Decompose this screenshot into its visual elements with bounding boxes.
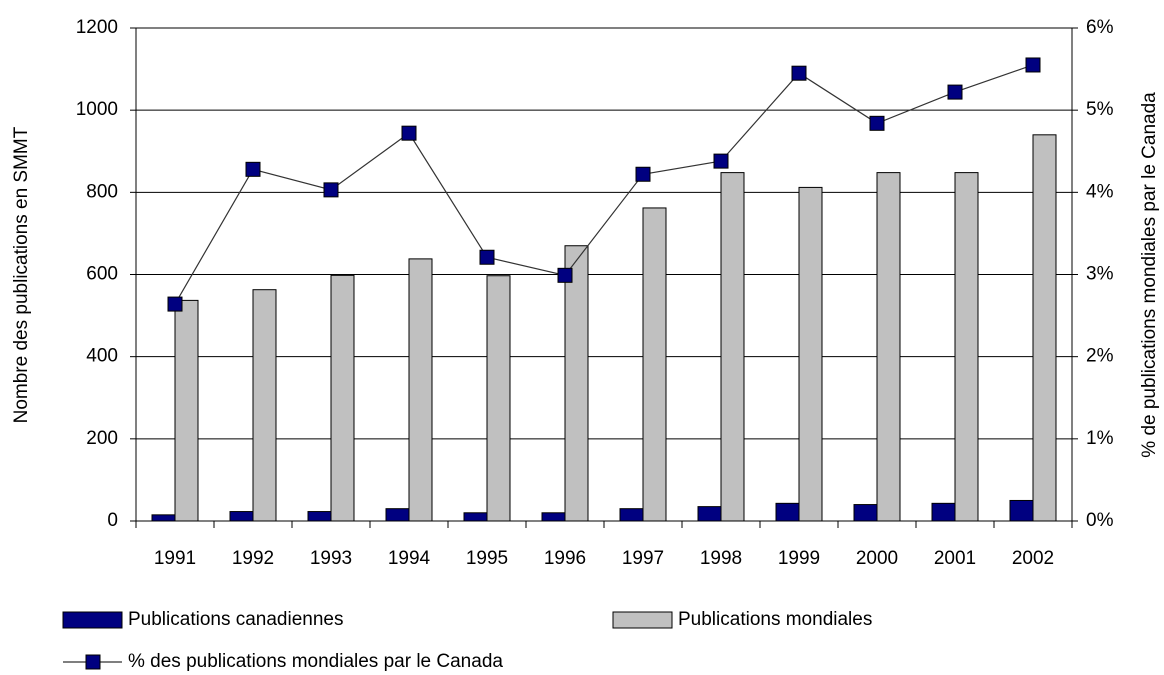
line-marker bbox=[557, 267, 573, 283]
bar bbox=[463, 512, 488, 522]
bar bbox=[486, 275, 511, 522]
y-tick-label: 1000 bbox=[76, 99, 118, 120]
line-marker bbox=[1025, 57, 1041, 73]
line bbox=[174, 64, 1034, 305]
y2-axis-label: % de publications mondiales par le Canad… bbox=[1139, 92, 1160, 458]
bar bbox=[931, 502, 956, 522]
line-marker bbox=[635, 166, 651, 182]
bar bbox=[775, 502, 800, 522]
bar bbox=[954, 172, 979, 522]
x-tick-label: 1991 bbox=[154, 548, 196, 569]
bar bbox=[853, 504, 878, 522]
legend-marker bbox=[85, 654, 101, 670]
bar bbox=[330, 274, 355, 522]
bar bbox=[541, 512, 566, 522]
x-tick-label: 1993 bbox=[310, 548, 352, 569]
x-tick-label: 1995 bbox=[466, 548, 508, 569]
x-tick-label: 2002 bbox=[1012, 548, 1054, 569]
legend-swatch bbox=[62, 611, 123, 629]
x-tick-label: 1992 bbox=[232, 548, 274, 569]
line-marker bbox=[869, 115, 885, 131]
y-tick-label: 1200 bbox=[76, 17, 118, 38]
legend-label: % des publications mondiales par le Cana… bbox=[128, 651, 503, 672]
line-marker bbox=[947, 84, 963, 100]
y2-tick-label: 0% bbox=[1086, 510, 1114, 531]
y2-tick-label: 5% bbox=[1086, 99, 1114, 120]
bar bbox=[151, 514, 176, 522]
bar bbox=[1032, 134, 1057, 522]
bar bbox=[697, 506, 722, 522]
bar bbox=[720, 172, 745, 522]
bar bbox=[876, 172, 901, 522]
y-tick-label: 200 bbox=[86, 428, 118, 449]
bar bbox=[307, 511, 332, 522]
x-tick-label: 1999 bbox=[778, 548, 820, 569]
legend-swatch bbox=[612, 611, 673, 629]
line-marker bbox=[245, 161, 261, 177]
y-tick-label: 400 bbox=[86, 346, 118, 367]
y2-tick-label: 4% bbox=[1086, 181, 1114, 202]
y-tick-label: 0 bbox=[107, 510, 118, 531]
y2-tick-label: 6% bbox=[1086, 17, 1114, 38]
bar bbox=[408, 258, 433, 522]
y2-tick-label: 1% bbox=[1086, 428, 1114, 449]
x-tick-label: 2000 bbox=[856, 548, 898, 569]
bar bbox=[1009, 499, 1034, 522]
x-tick-label: 1994 bbox=[388, 548, 431, 569]
bar bbox=[252, 289, 277, 522]
bar bbox=[564, 245, 589, 522]
x-tick-label: 1997 bbox=[622, 548, 664, 569]
bar bbox=[619, 508, 644, 522]
y-tick-label: 800 bbox=[86, 181, 118, 202]
line-marker bbox=[791, 65, 807, 81]
y2-tick-label: 2% bbox=[1086, 346, 1114, 367]
x-tick-label: 1998 bbox=[700, 548, 742, 569]
bar bbox=[229, 511, 254, 522]
line-marker bbox=[479, 249, 495, 265]
bar bbox=[174, 299, 199, 522]
line-marker bbox=[167, 296, 183, 312]
line-marker bbox=[401, 125, 417, 141]
y-axis-label: Nombre des publications en SMMT bbox=[11, 126, 32, 423]
legend-label: Publications mondiales bbox=[678, 609, 872, 630]
y2-tick-label: 3% bbox=[1086, 264, 1114, 285]
x-tick-label: 1996 bbox=[544, 548, 586, 569]
bar bbox=[385, 508, 410, 522]
bar bbox=[642, 207, 667, 522]
line-marker bbox=[323, 182, 339, 198]
bar bbox=[798, 186, 823, 522]
legend-label: Publications canadiennes bbox=[128, 609, 344, 630]
x-tick-label: 2001 bbox=[934, 548, 976, 569]
y-tick-label: 600 bbox=[86, 264, 118, 285]
line-marker bbox=[713, 153, 729, 169]
